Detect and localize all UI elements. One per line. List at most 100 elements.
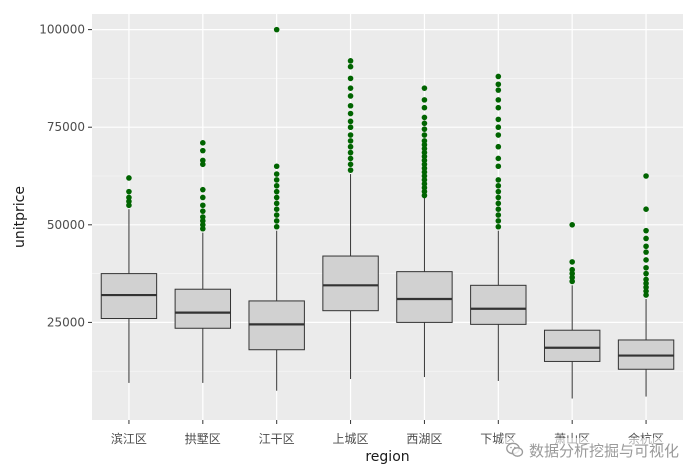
outlier-point [495, 87, 502, 93]
boxes-layer [100, 26, 675, 399]
outlier-point [495, 97, 502, 103]
outlier-point [643, 264, 649, 271]
outlier-point [200, 222, 206, 228]
box-iqr [322, 255, 379, 312]
outlier-point [643, 276, 649, 283]
outlier-point [347, 93, 354, 99]
y-tick-label: 100000 [39, 23, 85, 37]
outlier-point [495, 132, 502, 138]
outlier-point [421, 188, 428, 195]
outlier-point [421, 173, 428, 179]
x-tick-label: 上城区 [333, 432, 369, 446]
outlier-point [569, 278, 575, 285]
outlier-point [273, 200, 280, 207]
outlier-point [495, 155, 502, 162]
outlier-point [347, 110, 354, 117]
outlier-point [200, 225, 206, 232]
outlier-point [495, 116, 502, 123]
box-iqr [396, 271, 453, 323]
outlier-point [347, 85, 354, 91]
outlier-point [347, 155, 354, 162]
outlier-point [126, 194, 132, 201]
box-group [396, 85, 453, 378]
outlier-point [421, 114, 428, 121]
outlier-point [643, 292, 649, 298]
outlier-point [495, 182, 502, 189]
outlier-point [200, 186, 206, 193]
outlier-point [643, 280, 649, 287]
outlier-point [200, 202, 206, 209]
outlier-point [643, 257, 649, 263]
outlier-point [421, 177, 428, 183]
outlier-point [347, 118, 354, 125]
outlier-point [347, 58, 354, 64]
outlier-point [273, 194, 280, 201]
outlier-point [421, 153, 428, 160]
outlier-point [347, 167, 354, 173]
outlier-point [495, 73, 502, 80]
outlier-point [273, 171, 280, 177]
outlier-point [347, 143, 354, 150]
outlier-point [421, 132, 428, 138]
x-tick-label: 拱墅区 [185, 432, 221, 446]
outlier-point [495, 212, 502, 218]
outlier-point [569, 222, 575, 228]
outlier-point [273, 212, 280, 218]
outlier-point [200, 194, 206, 201]
outlier-point [421, 126, 428, 132]
outlier-point [347, 75, 354, 82]
outlier-point [200, 157, 206, 164]
x-axis-title: region [365, 449, 409, 465]
outlier-point [421, 192, 428, 199]
outlier-point [421, 149, 428, 156]
outlier-point [495, 81, 502, 88]
outlier-point [347, 149, 354, 156]
outlier-point [273, 223, 280, 230]
box-group [100, 175, 158, 383]
outlier-point [273, 218, 280, 224]
outlier-point [421, 85, 428, 91]
outlier-point [421, 165, 428, 172]
outlier-point [200, 214, 206, 220]
outlier-point [347, 63, 354, 70]
outlier-point [495, 223, 502, 230]
x-tick-label: 滨江区 [111, 431, 147, 446]
box-group [174, 140, 232, 383]
minor-gridlines [92, 78, 683, 372]
outlier-point [495, 218, 502, 224]
outlier-point [200, 147, 206, 154]
outlier-point [273, 188, 280, 195]
outlier-point [643, 270, 649, 277]
outlier-point [495, 163, 502, 170]
outlier-point [126, 188, 132, 195]
outlier-point [421, 157, 428, 164]
box-group [248, 26, 305, 391]
outlier-point [421, 169, 428, 175]
box-iqr [470, 284, 527, 325]
outlier-point [643, 243, 649, 250]
outlier-point [643, 235, 649, 242]
box-group [322, 58, 379, 380]
y-axis-title: unitprice [12, 186, 28, 248]
wechat-icon [506, 442, 524, 457]
outlier-point [347, 161, 354, 168]
outlier-point [347, 138, 354, 144]
outlier-point [643, 227, 649, 234]
outlier-point [273, 182, 280, 189]
outlier-point [347, 124, 354, 131]
outlier-point [421, 141, 428, 148]
outlier-point [569, 266, 575, 273]
outlier-point [347, 102, 354, 109]
outlier-point [126, 175, 132, 181]
x-tick-label: 江干区 [259, 432, 295, 446]
outlier-point [643, 249, 649, 255]
outlier-point [421, 145, 428, 152]
outlier-point [200, 161, 206, 168]
outlier-point [495, 194, 502, 201]
outlier-point [495, 104, 502, 111]
outlier-point [495, 177, 502, 183]
box-iqr [174, 288, 232, 329]
outlier-point [421, 138, 428, 144]
box-group [470, 73, 527, 381]
